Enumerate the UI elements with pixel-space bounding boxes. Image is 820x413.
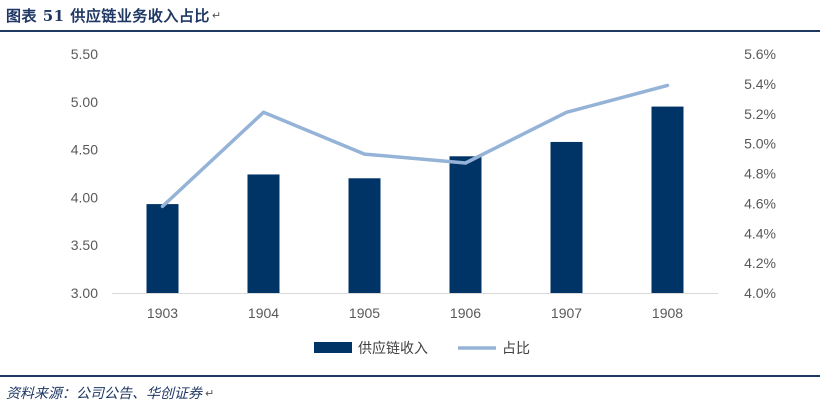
left-axis-tick-label: 4.00: [71, 189, 98, 205]
right-axis-tick-label: 5.4%: [744, 76, 776, 92]
legend-label-revenue: 供应链收入: [358, 340, 428, 357]
x-axis-tick-label: 1907: [551, 305, 582, 321]
left-axis-ticks: 3.00 3.50 4.00 4.50 5.00 5.50: [71, 46, 98, 301]
bar-1903: [146, 204, 179, 293]
x-axis-ticks: 1903 1904 1905 1906 1907 1908: [147, 305, 683, 321]
left-axis-tick-label: 5.00: [71, 94, 98, 110]
x-axis-tick-label: 1903: [147, 305, 178, 321]
bar-1907: [550, 141, 583, 293]
legend-label-ratio: 占比: [502, 341, 530, 357]
source-row: 资料来源：公司公告、华创证券 ↵: [6, 381, 214, 405]
right-axis-tick-label: 4.6%: [744, 195, 776, 211]
x-axis-tick-label: 1904: [248, 305, 279, 321]
chart-title-row: 图表 51 供应链业务收入占比 ↵: [6, 2, 816, 28]
right-axis-tick-label: 4.2%: [744, 255, 776, 271]
left-axis-tick-label: 4.50: [71, 142, 98, 158]
x-axis-tick-label: 1905: [349, 305, 380, 321]
legend: 供应链收入 占比: [314, 340, 530, 357]
source-note: 资料来源：公司公告、华创证券: [6, 386, 202, 402]
left-axis-tick-label: 3.00: [71, 285, 98, 301]
source-divider: [0, 375, 820, 377]
bar-1906: [449, 156, 482, 293]
x-axis-tick-label: 1906: [450, 305, 481, 321]
right-axis-tick-label: 4.0%: [744, 285, 776, 301]
x-axis-tick-label: 1908: [652, 305, 683, 321]
paragraph-mark-icon: ↵: [205, 386, 215, 400]
bar-series: [146, 106, 684, 293]
paragraph-mark-icon: ↵: [211, 8, 222, 22]
bar-1905: [348, 178, 381, 293]
right-axis-ticks: 4.0% 4.2% 4.4% 4.6% 4.8% 5.0% 5.2% 5.4% 5.6%: [744, 46, 776, 301]
left-axis-tick-label: 5.50: [71, 46, 98, 62]
bar-1904: [247, 174, 280, 293]
title-divider: [0, 30, 820, 32]
right-axis-tick-label: 5.6%: [744, 46, 776, 62]
chart-title: 图表 51 供应链业务收入占比: [6, 6, 210, 25]
bar-1908: [651, 106, 684, 293]
ratio-line: [160, 83, 670, 209]
right-axis-tick-label: 5.0%: [744, 136, 776, 152]
right-axis-tick-label: 5.2%: [744, 106, 776, 122]
combo-chart: 3.00 3.50 4.00 4.50 5.00 5.50 4.0% 4.2% 4.4% 4.6…: [71, 46, 776, 357]
right-axis-tick-label: 4.8%: [744, 166, 776, 182]
right-axis-tick-label: 4.4%: [744, 225, 776, 241]
left-axis-tick-label: 3.50: [71, 237, 98, 253]
legend-bar-swatch: [314, 342, 352, 353]
